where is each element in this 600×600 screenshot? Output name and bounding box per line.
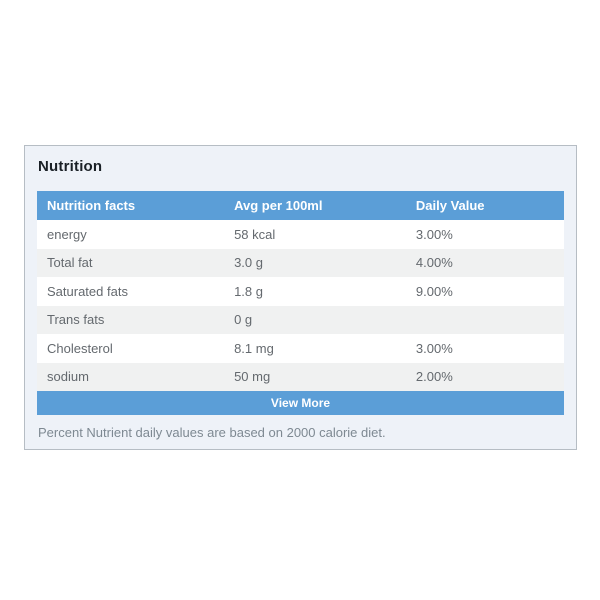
row-daily-value: 3.00% [415, 226, 453, 242]
row-avg-value: 58 kcal [234, 226, 276, 242]
row-label: Cholesterol [47, 340, 113, 356]
row-avg-value: 8.1 mg [234, 340, 274, 356]
table-row: sodium 50 mg 2.00% [37, 362, 564, 391]
table-row: Cholesterol 8.1 mg 3.00% [37, 334, 564, 363]
page-title: Nutrition [38, 158, 103, 175]
row-label: energy [47, 226, 87, 242]
row-daily-value: 2.00% [415, 369, 453, 385]
nutrition-card: Nutrition Nutrition facts Avg per 100ml … [24, 145, 577, 450]
row-label: Trans fats [47, 312, 105, 328]
row-avg-value: 0 g [234, 312, 253, 328]
nutrition-table: Nutrition facts Avg per 100ml Daily Valu… [37, 191, 564, 391]
table-row: Trans fats 0 g [37, 305, 564, 334]
row-label: Saturated fats [47, 283, 128, 299]
row-avg-value: 50 mg [234, 369, 271, 385]
table-header-row: Nutrition facts Avg per 100ml Daily Valu… [37, 191, 564, 220]
table-row: energy 58 kcal 3.00% [37, 220, 564, 249]
view-more-button[interactable]: View More [37, 391, 564, 415]
daily-value-disclaimer: Percent Nutrient daily values are based … [38, 425, 386, 440]
row-label: sodium [47, 369, 89, 385]
column-header-avg-per-100ml: Avg per 100ml [234, 198, 323, 213]
column-header-nutrition-facts: Nutrition facts [47, 198, 136, 213]
row-daily-value: 9.00% [415, 283, 453, 299]
column-header-daily-value: Daily Value [415, 198, 485, 213]
row-label: Total fat [47, 255, 93, 271]
row-avg-value: 1.8 g [234, 283, 263, 299]
row-daily-value: 3.00% [415, 340, 453, 356]
row-daily-value: 4.00% [415, 255, 453, 271]
table-row: Saturated fats 1.8 g 9.00% [37, 277, 564, 306]
table-row: Total fat 3.0 g 4.00% [37, 248, 564, 277]
row-avg-value: 3.0 g [234, 255, 263, 271]
